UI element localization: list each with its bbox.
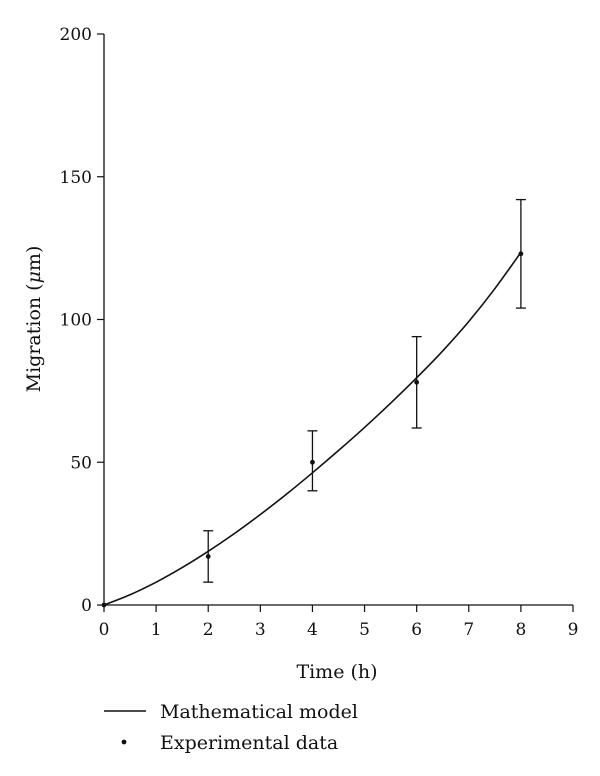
y-tick-label: 100 (60, 311, 92, 331)
data-point (414, 379, 420, 385)
x-tick-label: 2 (203, 620, 214, 640)
y-tick-label: 50 (70, 453, 92, 473)
x-ticks: 0 1 2 3 4 5 6 7 8 9 (99, 605, 579, 640)
x-tick-label: 3 (255, 620, 266, 640)
y-tick-label: 150 (60, 168, 92, 188)
x-tick-label: 6 (411, 620, 422, 640)
x-tick-label: 9 (568, 620, 579, 640)
data-point (310, 459, 315, 465)
legend: Mathematical model Experimental data (104, 701, 358, 754)
x-tick-label: 5 (359, 620, 370, 640)
y-axis-title-suffix: m) (23, 246, 45, 271)
x-tick-label: 4 (307, 620, 318, 640)
y-tick-label: 0 (81, 596, 92, 616)
x-tick-label: 8 (515, 620, 526, 640)
axes (103, 34, 573, 606)
x-tick-label: 7 (463, 620, 474, 640)
data-point (101, 602, 107, 608)
x-tick-label: 0 (99, 620, 110, 640)
y-tick-label: 200 (60, 25, 92, 45)
data-point (518, 251, 524, 257)
y-ticks: 0 50 100 150 200 (60, 25, 104, 616)
legend-data-label: Experimental data (160, 732, 338, 754)
y-axis-title-unit-symbol: μ (23, 271, 45, 283)
legend-data-swatch (121, 739, 127, 745)
model-series-line (103, 251, 522, 606)
experimental-series (101, 198, 526, 608)
y-axis-title-prefix: Migration ( (23, 283, 45, 392)
legend-model-label: Mathematical model (160, 701, 358, 723)
x-tick-label: 1 (151, 620, 162, 640)
y-axis-title: Migration (μm) (23, 246, 45, 393)
data-point (205, 554, 211, 559)
x-axis-title: Time (h) (296, 661, 377, 683)
